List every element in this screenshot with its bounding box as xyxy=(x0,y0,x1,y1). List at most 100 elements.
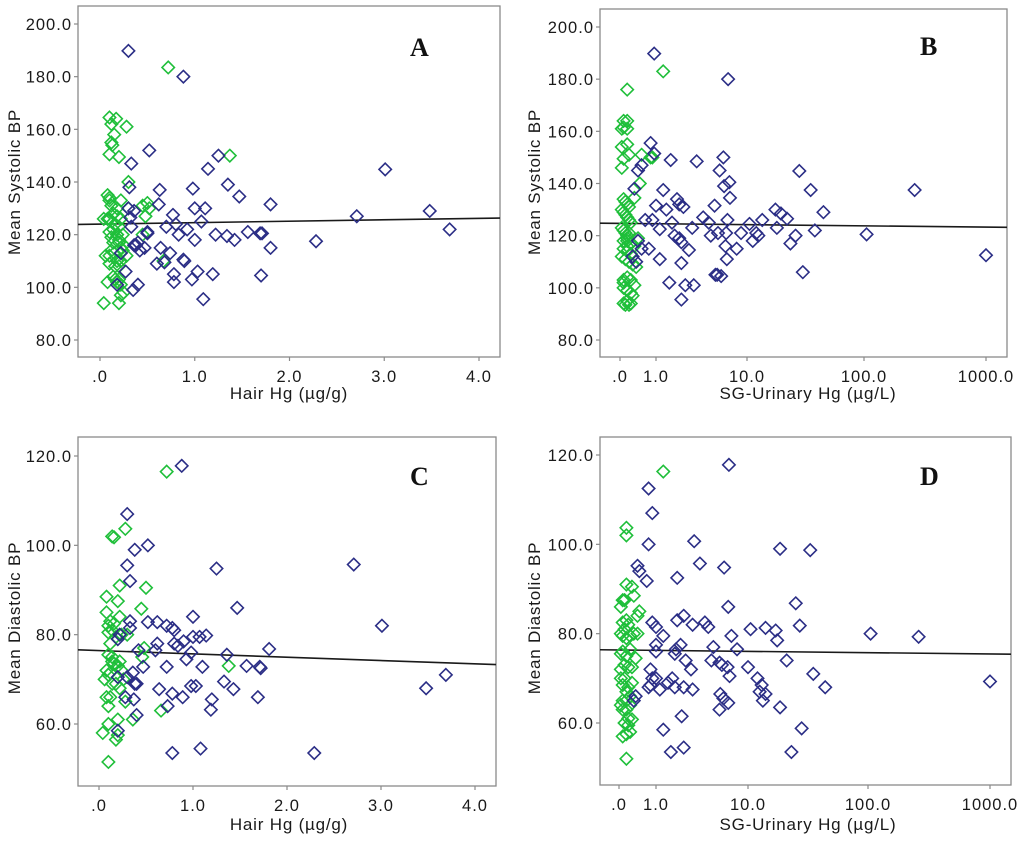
data-point xyxy=(652,251,668,267)
data-point xyxy=(149,256,165,271)
data-point xyxy=(149,614,165,630)
x-tick-label: 1000.0 xyxy=(958,368,1014,386)
data-point xyxy=(137,240,152,256)
data-point xyxy=(253,660,269,676)
data-point xyxy=(661,275,677,290)
data-point xyxy=(684,220,700,236)
y-axis: 60.0 80.0 100.0 120.0 xyxy=(548,447,600,733)
data-point xyxy=(779,211,795,227)
data-point xyxy=(176,634,191,649)
data-point xyxy=(140,614,156,630)
data-point xyxy=(240,224,256,240)
data-point xyxy=(158,219,174,235)
data-point xyxy=(219,647,235,663)
x-axis-title: Hair Hg (µg/g) xyxy=(230,815,348,834)
data-point xyxy=(159,659,175,675)
data-point xyxy=(686,533,702,549)
data-point xyxy=(681,242,697,258)
y-tick-label: 200.0 xyxy=(548,19,594,37)
data-point xyxy=(227,232,242,248)
fit-line xyxy=(599,648,1012,656)
series-navy xyxy=(625,46,994,307)
data-point xyxy=(127,542,143,558)
data-point xyxy=(729,241,745,257)
data-point xyxy=(107,272,123,287)
data-point xyxy=(733,225,749,241)
data-point xyxy=(614,139,630,155)
data-point xyxy=(176,69,191,84)
data-point xyxy=(817,679,833,695)
data-point xyxy=(643,662,658,677)
data-point xyxy=(110,631,126,647)
data-point xyxy=(117,689,133,705)
data-point xyxy=(683,662,699,677)
data-point xyxy=(613,599,629,615)
data-point xyxy=(613,671,629,686)
x-tick-label: 2.0 xyxy=(277,368,303,386)
data-point xyxy=(634,157,649,173)
data-point xyxy=(99,689,114,705)
data-point xyxy=(190,264,205,279)
data-point xyxy=(634,147,649,163)
data-point xyxy=(627,190,642,206)
x-tick-label: 10.0 xyxy=(729,368,765,386)
y-tick-label: 120.0 xyxy=(548,447,594,465)
data-point xyxy=(221,658,237,674)
data-point xyxy=(639,573,655,589)
data-point xyxy=(111,219,127,235)
y-tick-label: 100.0 xyxy=(548,280,594,298)
data-point xyxy=(133,601,149,617)
data-point xyxy=(704,653,719,668)
y-tick-label: 160.0 xyxy=(548,123,594,141)
data-point xyxy=(720,212,735,228)
data-point xyxy=(624,675,640,691)
data-point xyxy=(113,287,129,303)
data-point xyxy=(677,277,693,293)
data-point xyxy=(135,659,151,675)
plot-frame xyxy=(77,436,497,787)
data-point xyxy=(743,621,758,637)
x-axis: .0 1.0 2.0 3.0 4.0 xyxy=(91,786,487,815)
data-point xyxy=(102,689,118,705)
x-tick-label: .0 xyxy=(91,797,107,815)
data-point xyxy=(111,149,127,165)
data-point xyxy=(239,658,254,674)
data-point xyxy=(659,202,674,217)
series-green xyxy=(614,64,671,313)
data-point xyxy=(102,193,117,208)
data-point xyxy=(758,686,773,702)
data-point xyxy=(306,745,322,761)
data-point xyxy=(377,162,393,177)
x-tick-label: 1.0 xyxy=(180,797,206,815)
data-point xyxy=(108,111,124,127)
data-point xyxy=(648,637,664,653)
data-point xyxy=(655,722,671,738)
data-point xyxy=(104,229,119,245)
data-point xyxy=(740,659,756,675)
data-point xyxy=(171,227,186,242)
data-point xyxy=(619,528,634,543)
data-point xyxy=(619,520,634,536)
data-point xyxy=(620,717,636,733)
data-point xyxy=(795,264,811,280)
x-axis-title: SG-Urinary Hg (µg/L) xyxy=(720,384,897,403)
data-point xyxy=(308,233,324,249)
data-point xyxy=(164,745,180,761)
data-point xyxy=(110,712,126,727)
data-point xyxy=(707,198,722,214)
data-point xyxy=(722,668,737,684)
data-point xyxy=(219,228,235,244)
data-point xyxy=(619,751,634,767)
data-point xyxy=(95,725,111,741)
data-point xyxy=(102,248,117,264)
data-points xyxy=(613,457,998,767)
data-point xyxy=(159,464,175,479)
data-point xyxy=(619,726,634,742)
y-tick-label: 120.0 xyxy=(26,448,72,466)
data-point xyxy=(346,557,362,572)
data-point xyxy=(655,628,671,644)
data-point xyxy=(193,741,208,756)
data-point xyxy=(113,245,129,261)
data-point xyxy=(624,579,640,595)
panel-label: C xyxy=(410,462,429,491)
